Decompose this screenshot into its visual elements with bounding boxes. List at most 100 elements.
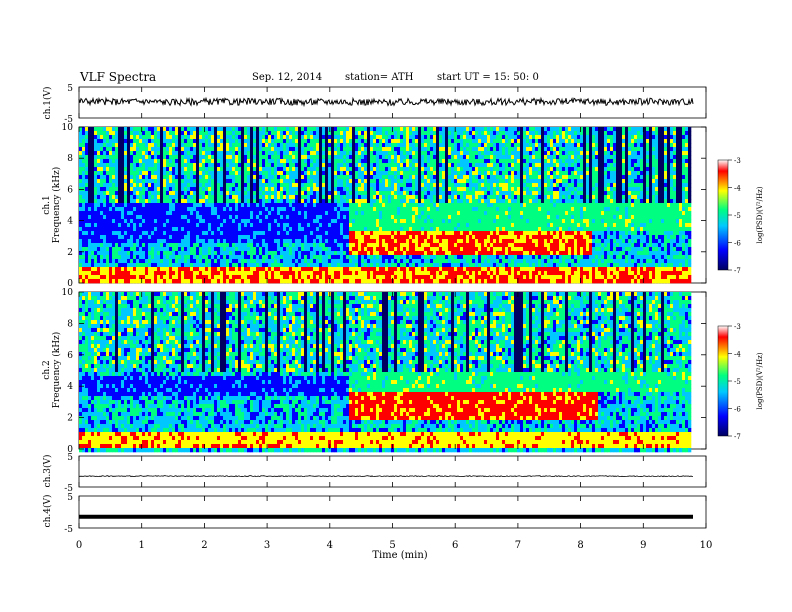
spectrogram-cell [358, 139, 362, 144]
spectrogram-cell [262, 203, 266, 208]
spectrogram-cell [265, 263, 269, 268]
spectrogram-cell [448, 159, 452, 164]
spectrogram-cell [235, 219, 239, 224]
spectrogram-cell [277, 195, 281, 200]
spectrogram-cell [148, 275, 152, 280]
spectrogram-cell [322, 159, 326, 164]
spectrogram-cell [118, 203, 122, 208]
spectrogram-cell [448, 199, 452, 204]
spectrogram-cell [169, 187, 173, 192]
spectrogram-cell [415, 139, 419, 144]
spectrogram-cell [274, 227, 278, 232]
spectrogram-cell [130, 135, 134, 140]
spectrogram-cell [388, 135, 392, 140]
spectrogram-cell [199, 135, 203, 140]
spectrogram-cell [280, 199, 284, 204]
spectrogram-cell [400, 275, 404, 280]
spectrogram-cell [124, 267, 128, 272]
spectrogram-cell [376, 151, 380, 156]
spectrogram-cell [298, 223, 302, 228]
spectrogram-cell [358, 131, 362, 136]
spectrogram-cell [79, 235, 83, 240]
spectrogram-cell [352, 167, 356, 172]
spectrogram-cell [103, 211, 107, 216]
spectrogram-cell [445, 271, 449, 276]
spectrogram-cell [406, 179, 410, 184]
spectrogram-cell [355, 263, 359, 268]
spectrogram-cell [205, 259, 209, 264]
spectrogram-cell [346, 155, 350, 160]
spectrogram-cell [190, 199, 194, 204]
spectrogram-cell [379, 223, 383, 228]
spectrogram-cell [157, 251, 161, 256]
spectrogram-cell [217, 155, 221, 160]
spectrogram-cell [196, 163, 200, 168]
spectrogram-cell [349, 243, 353, 248]
spectrogram-cell [223, 215, 227, 220]
spectrogram-cell [115, 207, 119, 212]
spectrogram-cell [265, 163, 269, 168]
spectrogram-cell [118, 267, 122, 272]
spectrogram-cell [166, 135, 170, 140]
spectrogram-cell [295, 147, 299, 152]
spectrogram-cell [406, 279, 410, 284]
spectrogram-cell [301, 271, 305, 276]
spectrogram-cell [379, 187, 383, 192]
spectrogram-cell [247, 191, 251, 196]
spectrogram-cell [400, 279, 404, 284]
spectrogram-cell [205, 151, 209, 156]
spectrogram-cell [256, 155, 260, 160]
spectrogram-cell [457, 179, 461, 184]
spectrogram-cell [355, 139, 359, 144]
spectrogram-cell [241, 135, 245, 140]
spectrogram-cell [79, 139, 83, 144]
spectrogram-cell [307, 243, 311, 248]
spectrogram-cell [394, 235, 398, 240]
spectrogram-cell [175, 255, 179, 260]
spectrogram-cell [367, 175, 371, 180]
spectrogram-cell [442, 151, 446, 156]
spectrogram-cell [295, 191, 299, 196]
spectrogram-cell [349, 163, 353, 168]
spectrogram-cell [184, 223, 188, 228]
spectrogram-cell [241, 263, 245, 268]
spectrogram-cell [430, 127, 434, 132]
spectrogram-cell [409, 215, 413, 220]
spectrogram-cell [379, 211, 383, 216]
spectrogram-cell [166, 271, 170, 276]
spectrogram-cell [415, 247, 419, 252]
spectrogram-cell [211, 143, 215, 148]
spectrogram-cell [454, 207, 458, 212]
spectrogram-cell [319, 215, 323, 220]
spectrogram-cell [217, 275, 221, 280]
spectrogram-cell [286, 159, 290, 164]
spectrogram-cell [109, 219, 113, 224]
spectrogram-cell [397, 215, 401, 220]
spectrogram-cell [244, 187, 248, 192]
spectrogram-cell [343, 211, 347, 216]
spectrogram-cell [352, 231, 356, 236]
spectrogram-cell [331, 183, 335, 188]
spectrogram-cell [121, 143, 125, 148]
spectrogram-cell [232, 235, 236, 240]
spectrogram-cell [166, 215, 170, 220]
spectrogram-cell [124, 239, 128, 244]
spectrogram-cell [292, 199, 296, 204]
spectrogram-cell [427, 151, 431, 156]
spectrogram-cell [160, 179, 164, 184]
spectrogram-cell [208, 243, 212, 248]
spectrogram-cell [139, 219, 143, 224]
spectrogram-cell [163, 135, 167, 140]
spectrogram-cell [238, 167, 242, 172]
spectrogram-cell [103, 147, 107, 152]
spectrogram-cell [163, 179, 167, 184]
spectrogram-cell [298, 247, 302, 252]
spectrogram-cell [91, 195, 95, 200]
spectrogram-cell [367, 235, 371, 240]
spectrogram-cell [184, 199, 188, 204]
spectrogram-cell [247, 239, 251, 244]
spectrogram-cell [250, 187, 254, 192]
spectrogram-cell [196, 219, 200, 224]
spectrogram-cell [367, 183, 371, 188]
spectrogram-cell [427, 251, 431, 256]
